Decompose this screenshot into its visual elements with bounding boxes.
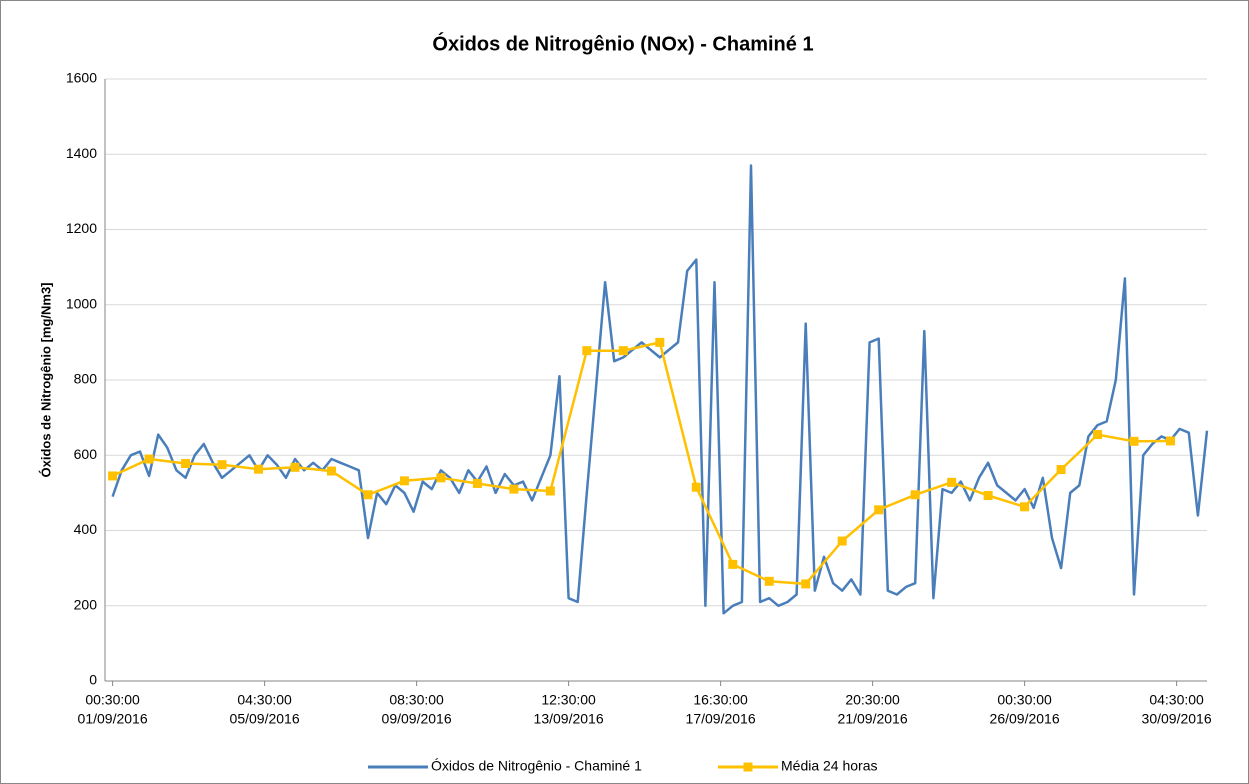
series-marker <box>983 491 993 501</box>
y-tick-label: 0 <box>89 672 97 688</box>
x-tick-label: 04:30:00 <box>1149 692 1204 708</box>
series-marker <box>655 337 665 347</box>
series-marker <box>326 466 336 476</box>
series-marker <box>1020 502 1030 512</box>
series-marker <box>1093 430 1103 440</box>
x-tick-label: 08:30:00 <box>389 692 444 708</box>
y-tick-label: 1400 <box>66 145 97 161</box>
legend-marker <box>743 762 753 772</box>
x-tick-label: 04:30:00 <box>237 692 292 708</box>
y-tick-label: 800 <box>74 371 98 387</box>
series-marker <box>801 579 811 589</box>
series-line <box>111 164 1209 615</box>
legend-label: Óxidos de Nitrogênio - Chaminé 1 <box>431 758 642 774</box>
x-tick-label: 20:30:00 <box>845 692 900 708</box>
y-tick-label: 200 <box>74 596 98 612</box>
x-tick-label: 00:30:00 <box>997 692 1052 708</box>
x-tick-label: 13/09/2016 <box>534 711 604 727</box>
y-tick-label: 1200 <box>66 220 97 236</box>
series-marker <box>1056 465 1066 475</box>
series-marker <box>947 477 957 487</box>
x-tick-label: 12:30:00 <box>541 692 596 708</box>
y-tick-label: 400 <box>74 521 98 537</box>
x-tick-label: 00:30:00 <box>85 692 140 708</box>
series-marker <box>472 478 482 488</box>
series-line <box>112 341 1171 586</box>
y-tick-label: 600 <box>74 446 98 462</box>
x-tick-label: 26/09/2016 <box>990 711 1060 727</box>
x-tick-label: 01/09/2016 <box>78 711 148 727</box>
legend-label: Média 24 horas <box>781 758 878 774</box>
series-marker <box>874 505 884 515</box>
series-marker <box>545 486 555 496</box>
series-marker <box>254 464 264 474</box>
series-marker <box>1129 436 1139 446</box>
x-tick-label: 30/09/2016 <box>1142 711 1212 727</box>
series-marker <box>436 473 446 483</box>
x-tick-label: 05/09/2016 <box>230 711 300 727</box>
x-tick-label: 17/09/2016 <box>686 711 756 727</box>
y-tick-label: 1600 <box>66 70 97 86</box>
x-tick-label: 16:30:00 <box>693 692 748 708</box>
series-marker <box>582 346 592 356</box>
y-axis-label: Óxidos de Nitrogênio [mg/Nm3] <box>38 282 53 477</box>
series-marker <box>509 484 519 494</box>
series-marker <box>217 460 227 470</box>
series-marker <box>618 346 628 356</box>
series-marker <box>728 559 738 569</box>
series-marker <box>837 536 847 546</box>
y-tick-label: 1000 <box>66 295 97 311</box>
series-marker <box>764 576 774 586</box>
series-marker <box>691 482 701 492</box>
chart-title: Óxidos de Nitrogênio (NOx) - Chaminé 1 <box>432 31 813 55</box>
series-marker <box>910 490 920 500</box>
series-marker <box>1166 436 1176 446</box>
series-marker <box>399 476 409 486</box>
series-marker <box>144 454 154 464</box>
x-tick-label: 21/09/2016 <box>838 711 908 727</box>
series-marker <box>181 459 191 469</box>
x-tick-label: 09/09/2016 <box>382 711 452 727</box>
series-marker <box>290 462 300 472</box>
series-marker <box>363 490 373 500</box>
series-marker <box>108 471 118 481</box>
